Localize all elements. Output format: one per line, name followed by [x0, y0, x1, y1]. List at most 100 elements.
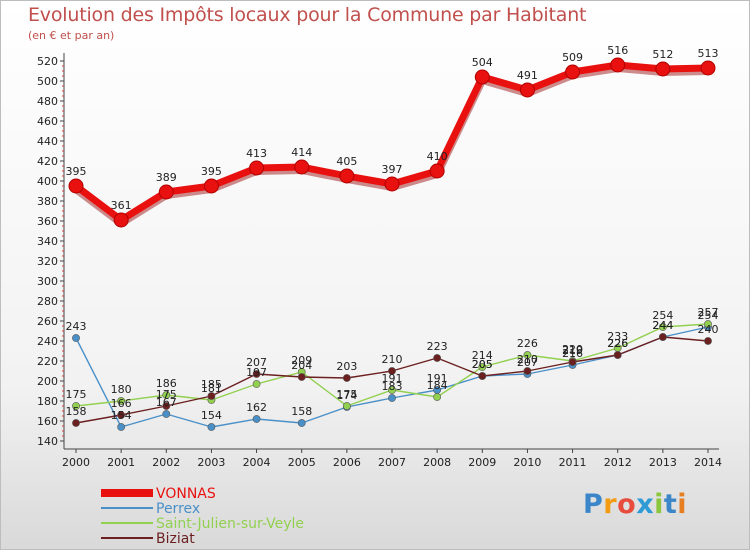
x-tick-label: 2011	[559, 456, 587, 469]
y-tick-label: 420	[37, 155, 58, 168]
data-label-vonnas: 516	[607, 44, 628, 57]
y-tick-label: 500	[37, 75, 58, 88]
point-saint-julien-sur-veyle	[388, 386, 396, 394]
point-saint-julien-sur-veyle	[252, 380, 261, 388]
data-label-vonnas: 405	[336, 155, 357, 168]
point-saint-julien-sur-veyle	[523, 351, 532, 359]
chart-subtitle: (en € et par an)	[28, 29, 115, 42]
data-label-biziat: 244	[652, 319, 673, 332]
y-tick-label: 180	[37, 395, 58, 408]
y-tick-label: 300	[37, 275, 58, 288]
logo-letter: P	[583, 489, 604, 520]
y-tick-label: 360	[37, 215, 58, 228]
logo-letter: i	[654, 489, 664, 520]
y-tick-label: 340	[37, 235, 58, 248]
point-biziat	[388, 367, 396, 375]
y-tick-label: 320	[37, 255, 58, 268]
y-tick-label: 480	[37, 95, 58, 108]
data-label-biziat: 210	[382, 353, 403, 366]
data-label-perrex: 191	[427, 372, 448, 385]
logo-letter: r	[603, 489, 618, 520]
x-tick-label: 2007	[378, 456, 406, 469]
x-tick-label: 2004	[243, 456, 271, 469]
point-vonnas	[249, 160, 265, 176]
point-biziat	[658, 333, 667, 341]
y-tick-label: 220	[37, 355, 58, 368]
point-vonnas	[113, 212, 129, 228]
point-saint-julien-sur-veyle	[478, 363, 487, 371]
data-label-perrex: 243	[66, 320, 87, 333]
point-vonnas	[519, 82, 535, 98]
data-label-vonnas: 395	[201, 165, 222, 178]
data-label-vonnas: 410	[427, 150, 448, 163]
point-biziat	[117, 411, 126, 419]
data-label-biziat: 158	[66, 405, 87, 418]
point-biziat	[568, 358, 577, 366]
data-label-perrex: 162	[246, 401, 267, 414]
point-vonnas	[203, 178, 219, 194]
point-perrex	[252, 415, 261, 423]
x-tick-label: 2013	[649, 456, 677, 469]
data-label-saint-julien-sur-veyle: 175	[336, 388, 357, 401]
point-biziat	[433, 354, 442, 362]
point-saint-julien-sur-veyle	[433, 393, 442, 401]
point-saint-julien-sur-veyle	[162, 391, 171, 399]
data-label-vonnas: 504	[472, 56, 493, 69]
point-biziat	[252, 370, 261, 378]
data-label-biziat: 203	[336, 360, 357, 373]
y-tick-label: 380	[37, 195, 58, 208]
data-label-saint-julien-sur-veyle: 175	[66, 388, 87, 401]
legend-label-saint-julien-sur-veyle: Saint-Julien-sur-Veyle	[156, 516, 304, 532]
point-perrex	[388, 394, 396, 402]
point-biziat	[72, 419, 80, 427]
data-label-saint-julien-sur-veyle: 214	[472, 349, 493, 362]
x-tick-label: 2008	[423, 456, 451, 469]
data-label-saint-julien-sur-veyle: 209	[291, 354, 312, 367]
data-label-perrex: 244	[652, 319, 673, 332]
data-label-vonnas: 414	[291, 146, 312, 159]
point-vonnas	[700, 60, 716, 76]
data-label-biziat: 166	[111, 397, 132, 410]
x-tick-label: 2010	[513, 456, 541, 469]
data-label-saint-julien-sur-veyle: 220	[562, 343, 583, 356]
data-label-saint-julien-sur-veyle: 257	[698, 306, 719, 319]
data-label-vonnas: 397	[382, 163, 403, 176]
point-vonnas	[294, 159, 310, 175]
point-biziat	[297, 373, 306, 381]
data-label-biziat: 210	[517, 353, 538, 366]
point-biziat	[207, 392, 216, 400]
point-saint-julien-sur-veyle	[72, 402, 80, 410]
data-label-perrex: 205	[472, 358, 493, 371]
data-label-saint-julien-sur-veyle: 233	[607, 330, 628, 343]
data-label-vonnas: 491	[517, 69, 538, 82]
y-tick-label: 260	[37, 315, 58, 328]
data-label-biziat: 226	[607, 337, 628, 350]
logo-letter: i	[677, 489, 688, 520]
data-label-perrex: 207	[517, 356, 538, 369]
data-label-saint-julien-sur-veyle: 181	[201, 382, 222, 395]
data-label-vonnas: 361	[111, 199, 132, 212]
logo-letter: o	[617, 489, 637, 520]
data-label-saint-julien-sur-veyle: 180	[111, 383, 132, 396]
x-tick-label: 2005	[288, 456, 316, 469]
point-vonnas	[339, 168, 355, 184]
data-label-vonnas: 389	[156, 171, 177, 184]
data-label-saint-julien-sur-veyle: 191	[382, 372, 403, 385]
data-label-perrex: 167	[156, 396, 177, 409]
y-tick-label: 140	[37, 435, 58, 448]
data-label-perrex: 254	[698, 309, 719, 322]
point-biziat	[523, 367, 532, 375]
point-biziat	[342, 374, 351, 382]
point-perrex	[162, 410, 171, 418]
y-tick-label: 280	[37, 295, 58, 308]
x-tick-label: 2002	[152, 456, 180, 469]
point-biziat	[478, 372, 487, 380]
y-tick-label: 240	[37, 335, 58, 348]
data-label-biziat: 175	[156, 388, 177, 401]
point-saint-julien-sur-veyle	[117, 397, 126, 405]
data-label-biziat: 185	[201, 378, 222, 391]
data-label-perrex: 158	[291, 405, 312, 418]
x-tick-label: 2009	[468, 456, 496, 469]
point-vonnas	[384, 176, 400, 192]
